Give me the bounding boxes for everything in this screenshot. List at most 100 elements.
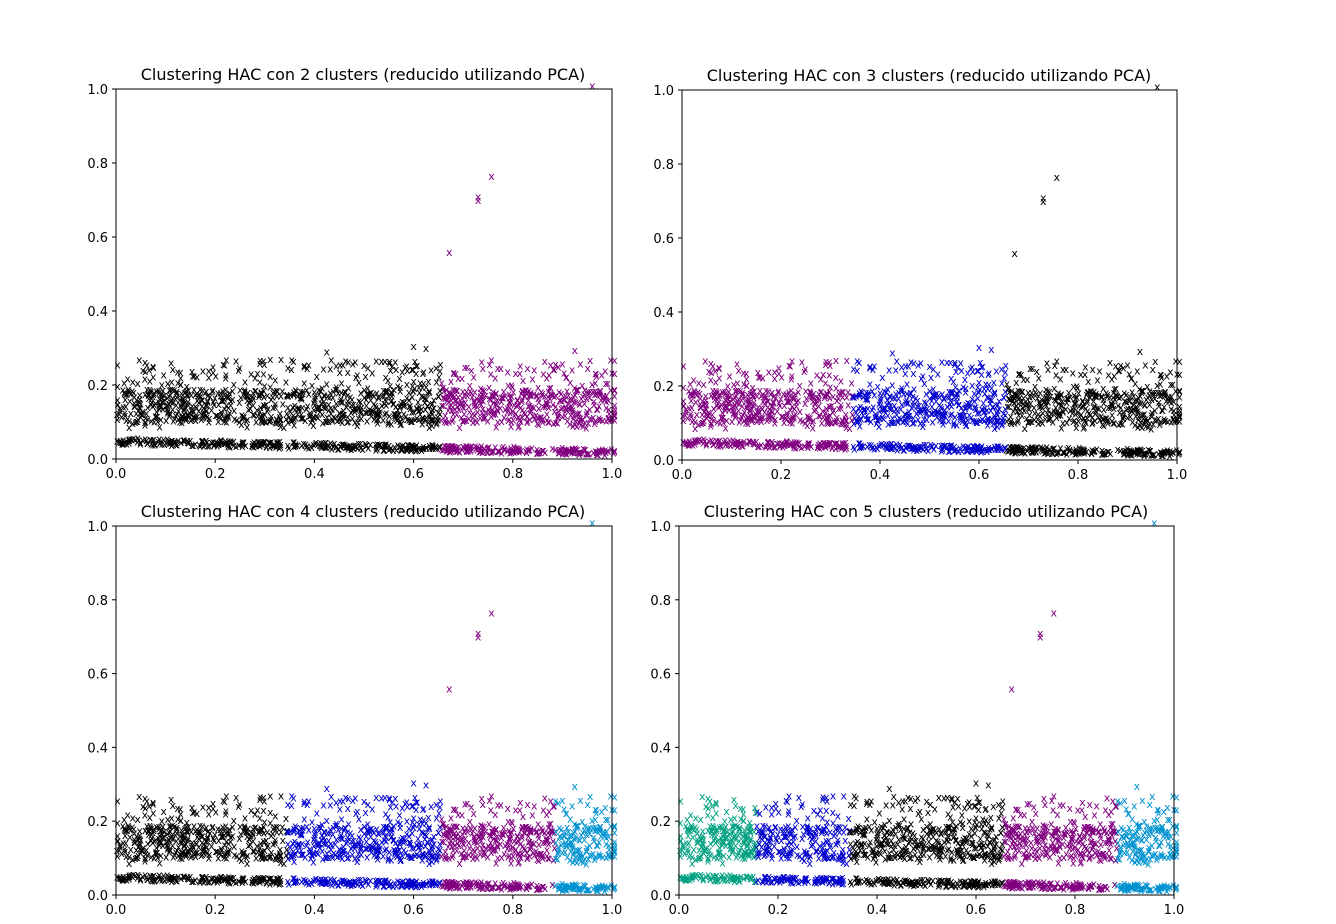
data-point: x (169, 403, 176, 416)
data-point: x (191, 369, 198, 382)
data-point: x (589, 79, 596, 92)
data-point: x (221, 359, 228, 372)
data-point: x (294, 439, 301, 452)
data-point: x (317, 405, 324, 418)
data-point: x (584, 409, 591, 422)
data-point: x (535, 392, 542, 405)
data-point: x (383, 399, 390, 412)
data-point: x (407, 402, 414, 415)
data-point: x (239, 437, 246, 450)
data-point: x (515, 411, 522, 424)
data-point: x (283, 413, 290, 426)
data-point: x (751, 438, 758, 451)
data-point: x (359, 443, 366, 456)
data-point: x (235, 364, 242, 377)
data-point: x (126, 437, 133, 450)
data-point: x (450, 440, 457, 453)
data-point: x (476, 394, 483, 407)
data-point: x (362, 406, 369, 419)
data-point: x (329, 412, 336, 425)
data-point: x (259, 409, 266, 422)
data-point: x (537, 446, 544, 459)
x-tick-label: 0.0 (672, 468, 693, 483)
data-point: x (189, 439, 196, 452)
data-point: x (726, 370, 733, 383)
data-point: x (891, 416, 898, 429)
data-point: x (257, 405, 264, 418)
data-point: x (304, 362, 311, 375)
data-point: x (554, 411, 561, 424)
data-point: x (569, 394, 576, 407)
data-point: x (401, 399, 408, 412)
data-point: x (1038, 400, 1045, 413)
data-point: x (159, 391, 166, 404)
data-point: x (585, 447, 592, 460)
data-point: x (320, 437, 327, 450)
data-point: x (488, 446, 495, 459)
data-point: x (441, 385, 448, 398)
data-point: x (125, 434, 132, 447)
data-point: x (457, 881, 464, 894)
data-point: x (399, 440, 406, 453)
data-point: x (410, 384, 417, 397)
data-point: x (302, 439, 309, 452)
data-point: x (233, 355, 240, 368)
data-point: x (387, 442, 394, 455)
data-point: x (257, 376, 264, 389)
data-point: x (382, 876, 389, 889)
data-point: x (114, 398, 121, 411)
data-point: x (518, 387, 525, 400)
data-point: x (345, 366, 352, 379)
data-point: x (561, 444, 568, 457)
y-tick-label: 1.0 (653, 84, 674, 99)
data-point: x (490, 444, 497, 457)
data-point: x (246, 392, 253, 405)
data-point: x (277, 438, 284, 451)
data-point: x (476, 878, 483, 891)
data-point: x (284, 407, 291, 420)
data-point: x (285, 362, 292, 375)
data-point: x (570, 406, 577, 419)
data-point: x (322, 437, 329, 450)
data-point: x (216, 436, 223, 449)
data-point: x (592, 880, 599, 893)
data-point: x (305, 359, 312, 372)
data-point: x (857, 400, 864, 413)
data-point: x (429, 414, 436, 427)
subplot-hac-4: Clustering HAC con 4 clusters (reducido … (87, 502, 622, 918)
data-point: x (589, 378, 596, 391)
data-point: x (952, 380, 959, 393)
data-point: x (434, 411, 441, 424)
data-point: x (1142, 399, 1149, 412)
data-point: x (714, 393, 721, 406)
data-point: x (486, 403, 493, 416)
data-point: x (278, 441, 285, 454)
data-point: x (425, 400, 432, 413)
data-point: x (593, 446, 600, 459)
data-point: x (256, 439, 263, 452)
data-point: x (708, 417, 715, 430)
data-point: x (161, 438, 168, 451)
data-point: x (1173, 354, 1180, 367)
data-point: x (484, 446, 491, 459)
data-point: x (192, 438, 199, 451)
data-point: x (433, 441, 440, 454)
data-point: x (448, 398, 455, 411)
data-point: x (542, 791, 549, 804)
data-point: x (550, 363, 557, 376)
data-point: x (153, 385, 160, 398)
data-point: x (453, 443, 460, 456)
data-point: x (380, 413, 387, 426)
data-point: x (446, 445, 453, 458)
data-point: x (529, 400, 536, 413)
data-point: x (135, 869, 142, 882)
data-point: x (535, 445, 542, 458)
data-point: x (783, 391, 790, 404)
data-point: x (595, 445, 602, 458)
data-point: x (298, 412, 305, 425)
data-point: x (450, 367, 457, 380)
data-point: x (226, 439, 233, 452)
data-point: x (149, 439, 156, 452)
data-point: x (123, 414, 130, 427)
